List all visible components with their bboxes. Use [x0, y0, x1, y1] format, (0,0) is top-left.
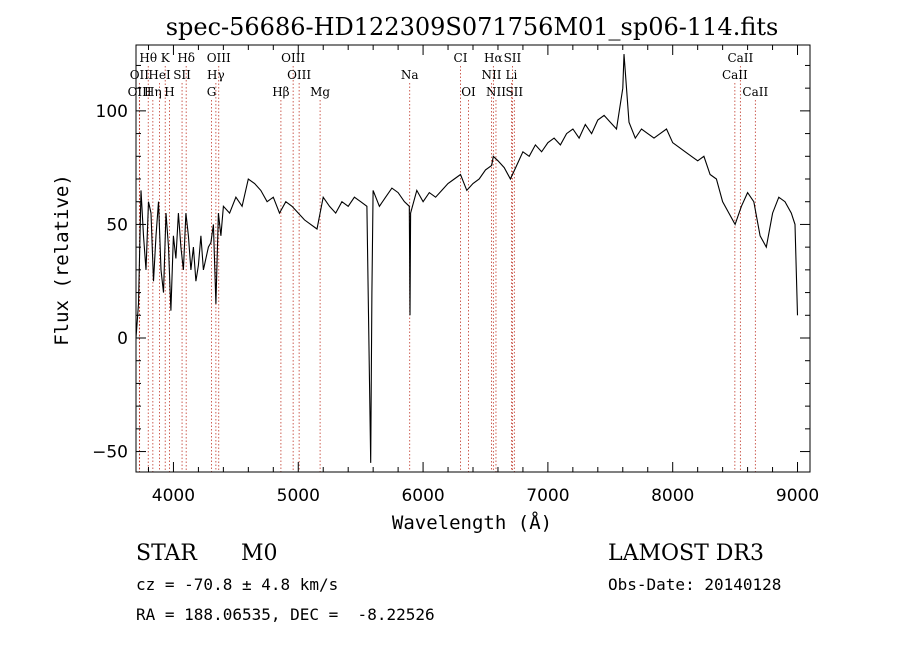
line-marker-label: CaII	[727, 51, 753, 65]
x-tick-label: 6000	[401, 486, 444, 506]
x-tick-label: 5000	[277, 486, 320, 506]
line-marker-label: Hα	[484, 51, 503, 65]
line-marker-label: Na	[401, 68, 419, 82]
line-marker-label: G	[207, 85, 217, 99]
spectrum-series-line	[135, 54, 799, 463]
line-marker-label: NII	[481, 68, 501, 82]
x-axis-label: Wavelength (Å)	[392, 511, 552, 534]
x-tick-label: 7000	[526, 486, 569, 506]
line-marker-label: OIII	[207, 51, 231, 65]
line-marker-label: Mg	[310, 85, 330, 99]
line-marker-label: HeI	[148, 68, 171, 82]
line-marker-label: H	[164, 85, 174, 99]
line-marker-label: OI	[461, 85, 476, 99]
x-tick-label: 4000	[152, 486, 195, 506]
object-subclass: M0	[241, 541, 278, 566]
line-marker-label: Hγ	[207, 68, 225, 82]
line-marker-label: SII	[504, 51, 522, 65]
line-marker-label: CaII	[722, 68, 748, 82]
survey-name: LAMOST DR3	[608, 541, 764, 566]
x-axis-ticks: 4000 5000 6000 7000 8000 9000	[147, 45, 819, 506]
line-marker-label: Hδ	[177, 51, 195, 65]
y-tick-label: 0	[117, 329, 128, 349]
y-tick-label: 50	[106, 215, 128, 235]
cz-value: cz = -70.8 ± 4.8 km/s	[136, 575, 338, 594]
line-marker-label: SII	[505, 85, 523, 99]
line-marker-label: OII	[130, 68, 150, 82]
line-marker-label: Li	[506, 68, 518, 82]
y-tick-label: −50	[92, 443, 128, 463]
coordinates: RA = 188.06535, DEC = -8.22526	[136, 605, 435, 624]
object-class: STAR	[136, 541, 198, 566]
y-axis-ticks: −50 0 50 100	[92, 64, 810, 463]
y-tick-label: 100	[96, 102, 128, 122]
line-marker-label: Hβ	[272, 85, 289, 99]
line-marker-label: Hη	[144, 85, 162, 99]
line-marker-label: Hθ	[139, 51, 157, 65]
line-marker-label: SII	[173, 68, 191, 82]
x-tick-label: 8000	[651, 486, 694, 506]
obs-date: Obs-Date: 20140128	[608, 575, 781, 594]
chart-title: spec-56686-HD122309S071756M01_sp06-114.f…	[166, 13, 779, 41]
y-axis-label: Flux (relative)	[51, 174, 73, 346]
line-marker-label: K	[161, 51, 171, 65]
line-marker-label: CI	[454, 51, 468, 65]
line-marker-label: OIII	[287, 68, 311, 82]
line-marker-label: OIII	[281, 51, 305, 65]
line-marker-label: CaII	[742, 85, 768, 99]
line-marker-label: OIII	[128, 85, 152, 99]
plot-frame	[135, 44, 811, 473]
x-tick-label: 9000	[776, 486, 819, 506]
line-marker-label: NII	[486, 85, 506, 99]
